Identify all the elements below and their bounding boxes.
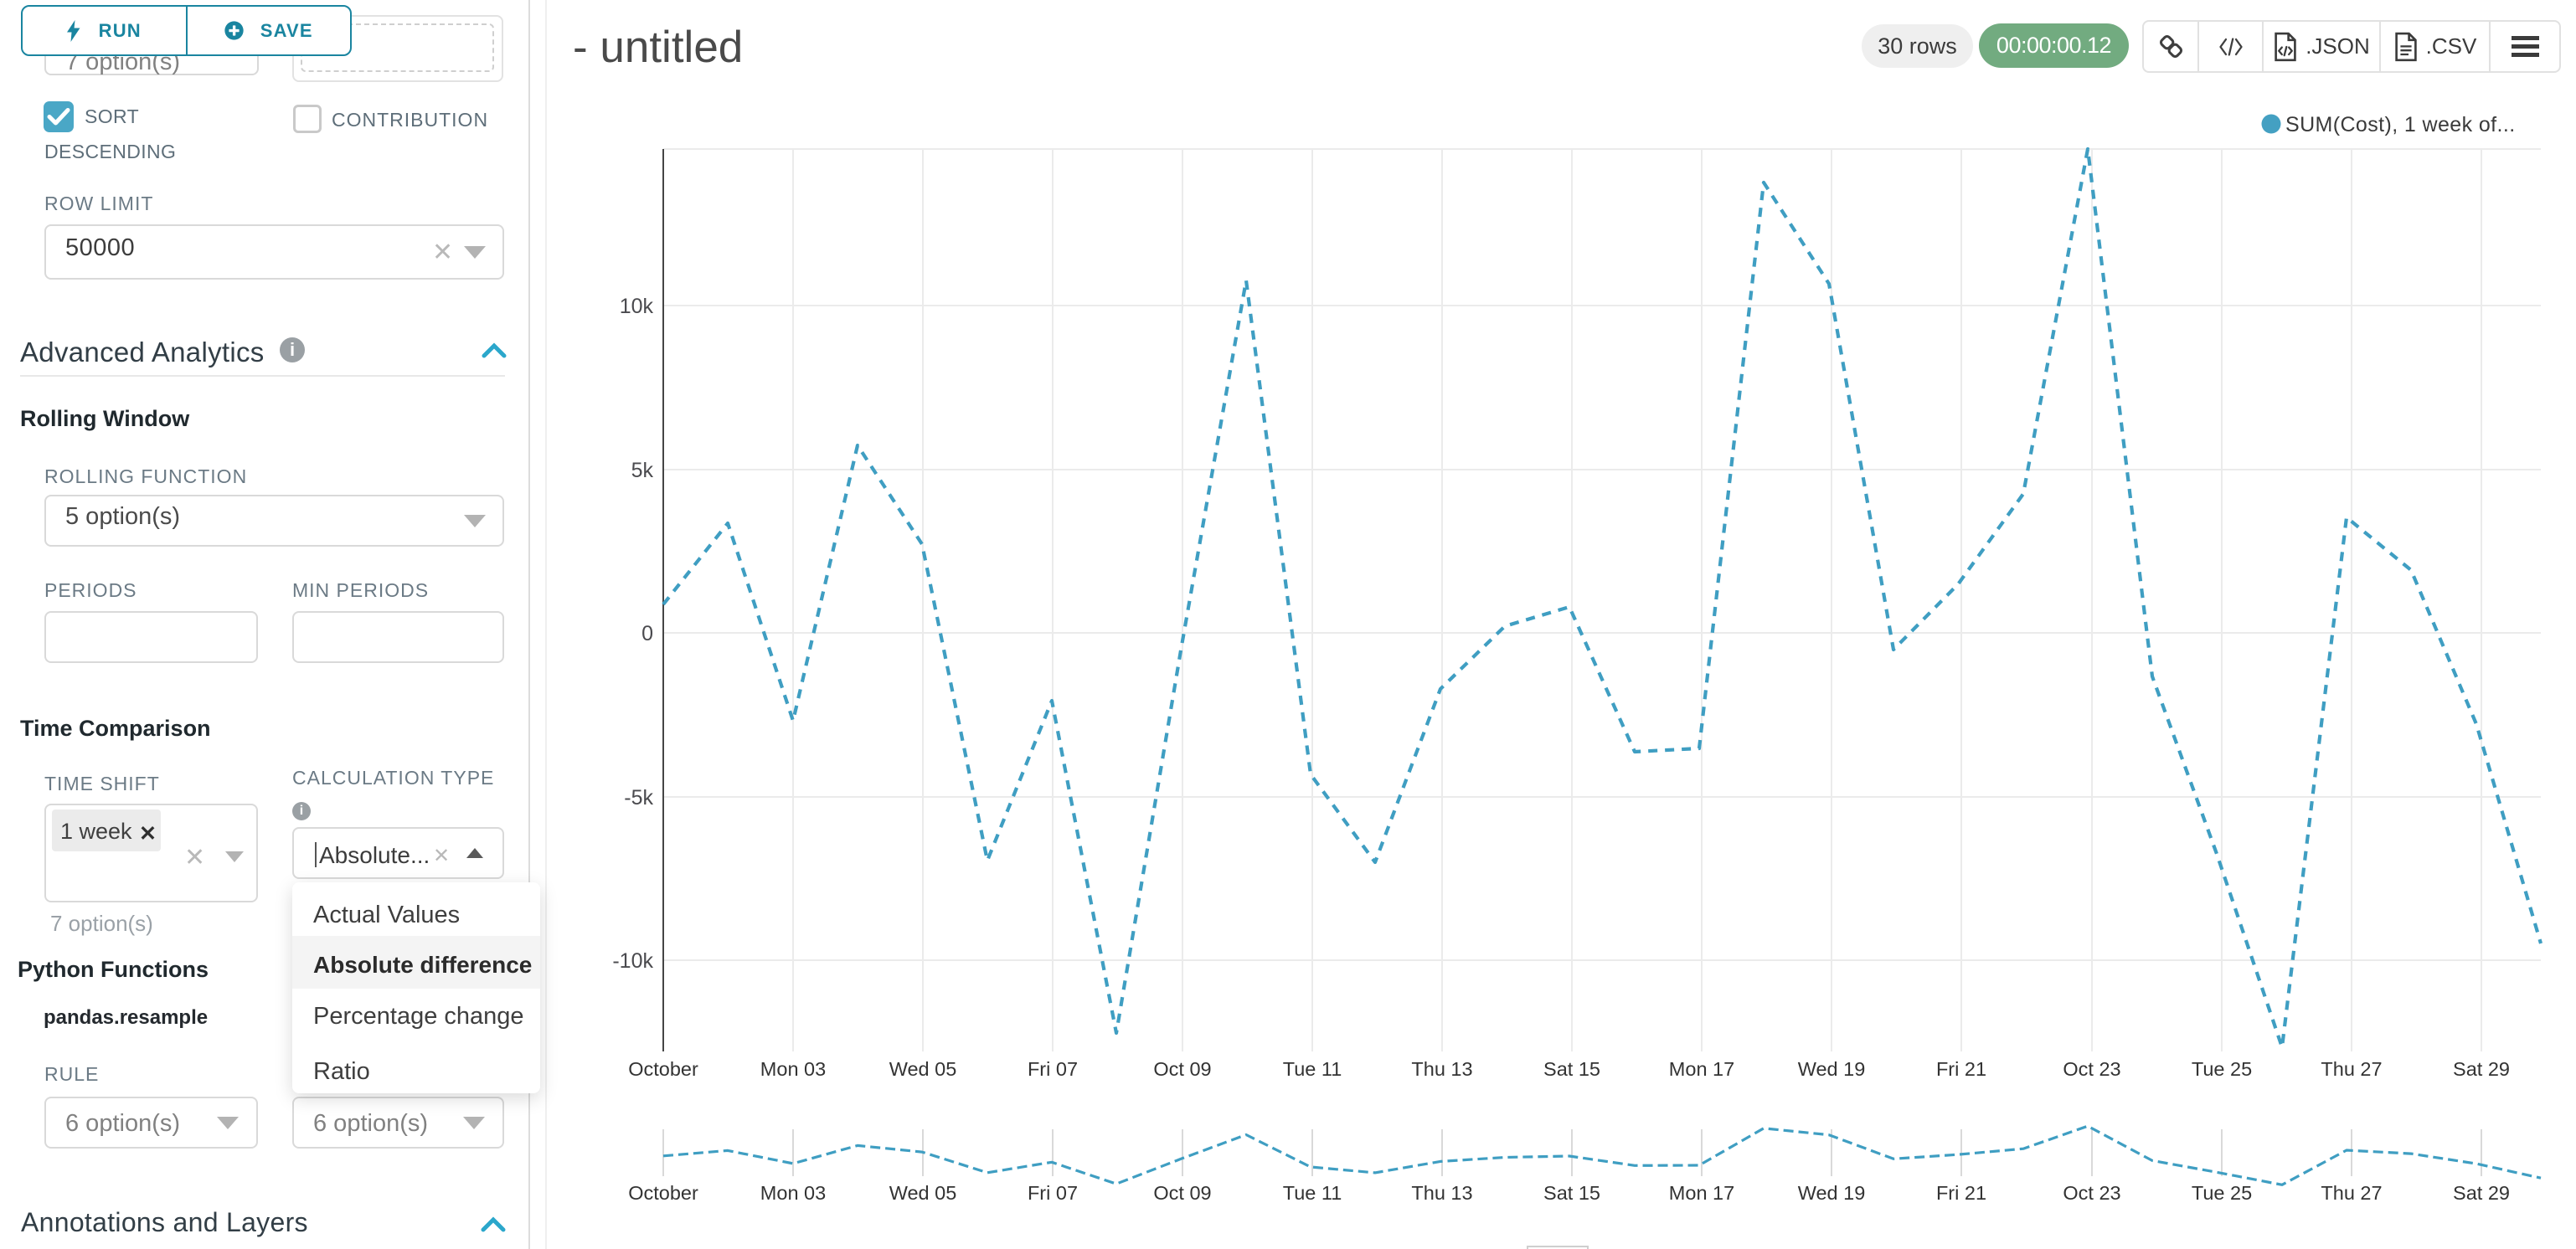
- svg-text:Mon 03: Mon 03: [760, 1182, 826, 1204]
- svg-text:Tue 11: Tue 11: [1283, 1058, 1342, 1080]
- svg-text:Fri 07: Fri 07: [1028, 1058, 1078, 1080]
- svg-text:Fri 21: Fri 21: [1936, 1182, 1986, 1204]
- svg-text:Sat 15: Sat 15: [1543, 1058, 1600, 1080]
- svg-text:Oct 23: Oct 23: [2063, 1182, 2120, 1204]
- svg-text:Oct 23: Oct 23: [2063, 1058, 2120, 1080]
- svg-text:Tue 25: Tue 25: [2192, 1182, 2252, 1204]
- svg-text:Tue 11: Tue 11: [1283, 1182, 1342, 1204]
- svg-text:October: October: [628, 1182, 698, 1204]
- svg-text:Tue 25: Tue 25: [2192, 1058, 2252, 1080]
- svg-text:Fri 21: Fri 21: [1936, 1058, 1986, 1080]
- svg-text:SUM(Cost), 1 week of...: SUM(Cost), 1 week of...: [2285, 113, 2516, 136]
- svg-text:October: October: [628, 1058, 698, 1080]
- svg-text:Thu 27: Thu 27: [2321, 1182, 2382, 1204]
- svg-text:Thu 13: Thu 13: [1411, 1182, 1472, 1204]
- svg-text:Sat 29: Sat 29: [2453, 1058, 2510, 1080]
- svg-text:Mon 03: Mon 03: [760, 1058, 826, 1080]
- svg-text:5k: 5k: [631, 459, 654, 482]
- svg-text:0: 0: [641, 622, 653, 645]
- svg-text:Oct 09: Oct 09: [1153, 1058, 1211, 1080]
- svg-text:Wed 05: Wed 05: [889, 1182, 957, 1204]
- svg-text:Thu 13: Thu 13: [1411, 1058, 1472, 1080]
- svg-text:-5k: -5k: [624, 786, 653, 810]
- svg-text:10k: 10k: [620, 295, 654, 318]
- svg-text:Sat 15: Sat 15: [1543, 1182, 1600, 1204]
- svg-text:Wed 05: Wed 05: [889, 1058, 957, 1080]
- svg-text:Mon 17: Mon 17: [1669, 1182, 1734, 1204]
- svg-text:Wed 19: Wed 19: [1798, 1058, 1866, 1080]
- svg-text:Thu 27: Thu 27: [2321, 1058, 2382, 1080]
- svg-text:Sat 29: Sat 29: [2453, 1182, 2510, 1204]
- svg-text:Mon 17: Mon 17: [1669, 1058, 1734, 1080]
- svg-text:Wed 19: Wed 19: [1798, 1182, 1866, 1204]
- svg-text:Oct 09: Oct 09: [1153, 1182, 1211, 1204]
- svg-text:-10k: -10k: [612, 949, 653, 973]
- svg-text:Fri 07: Fri 07: [1028, 1182, 1078, 1204]
